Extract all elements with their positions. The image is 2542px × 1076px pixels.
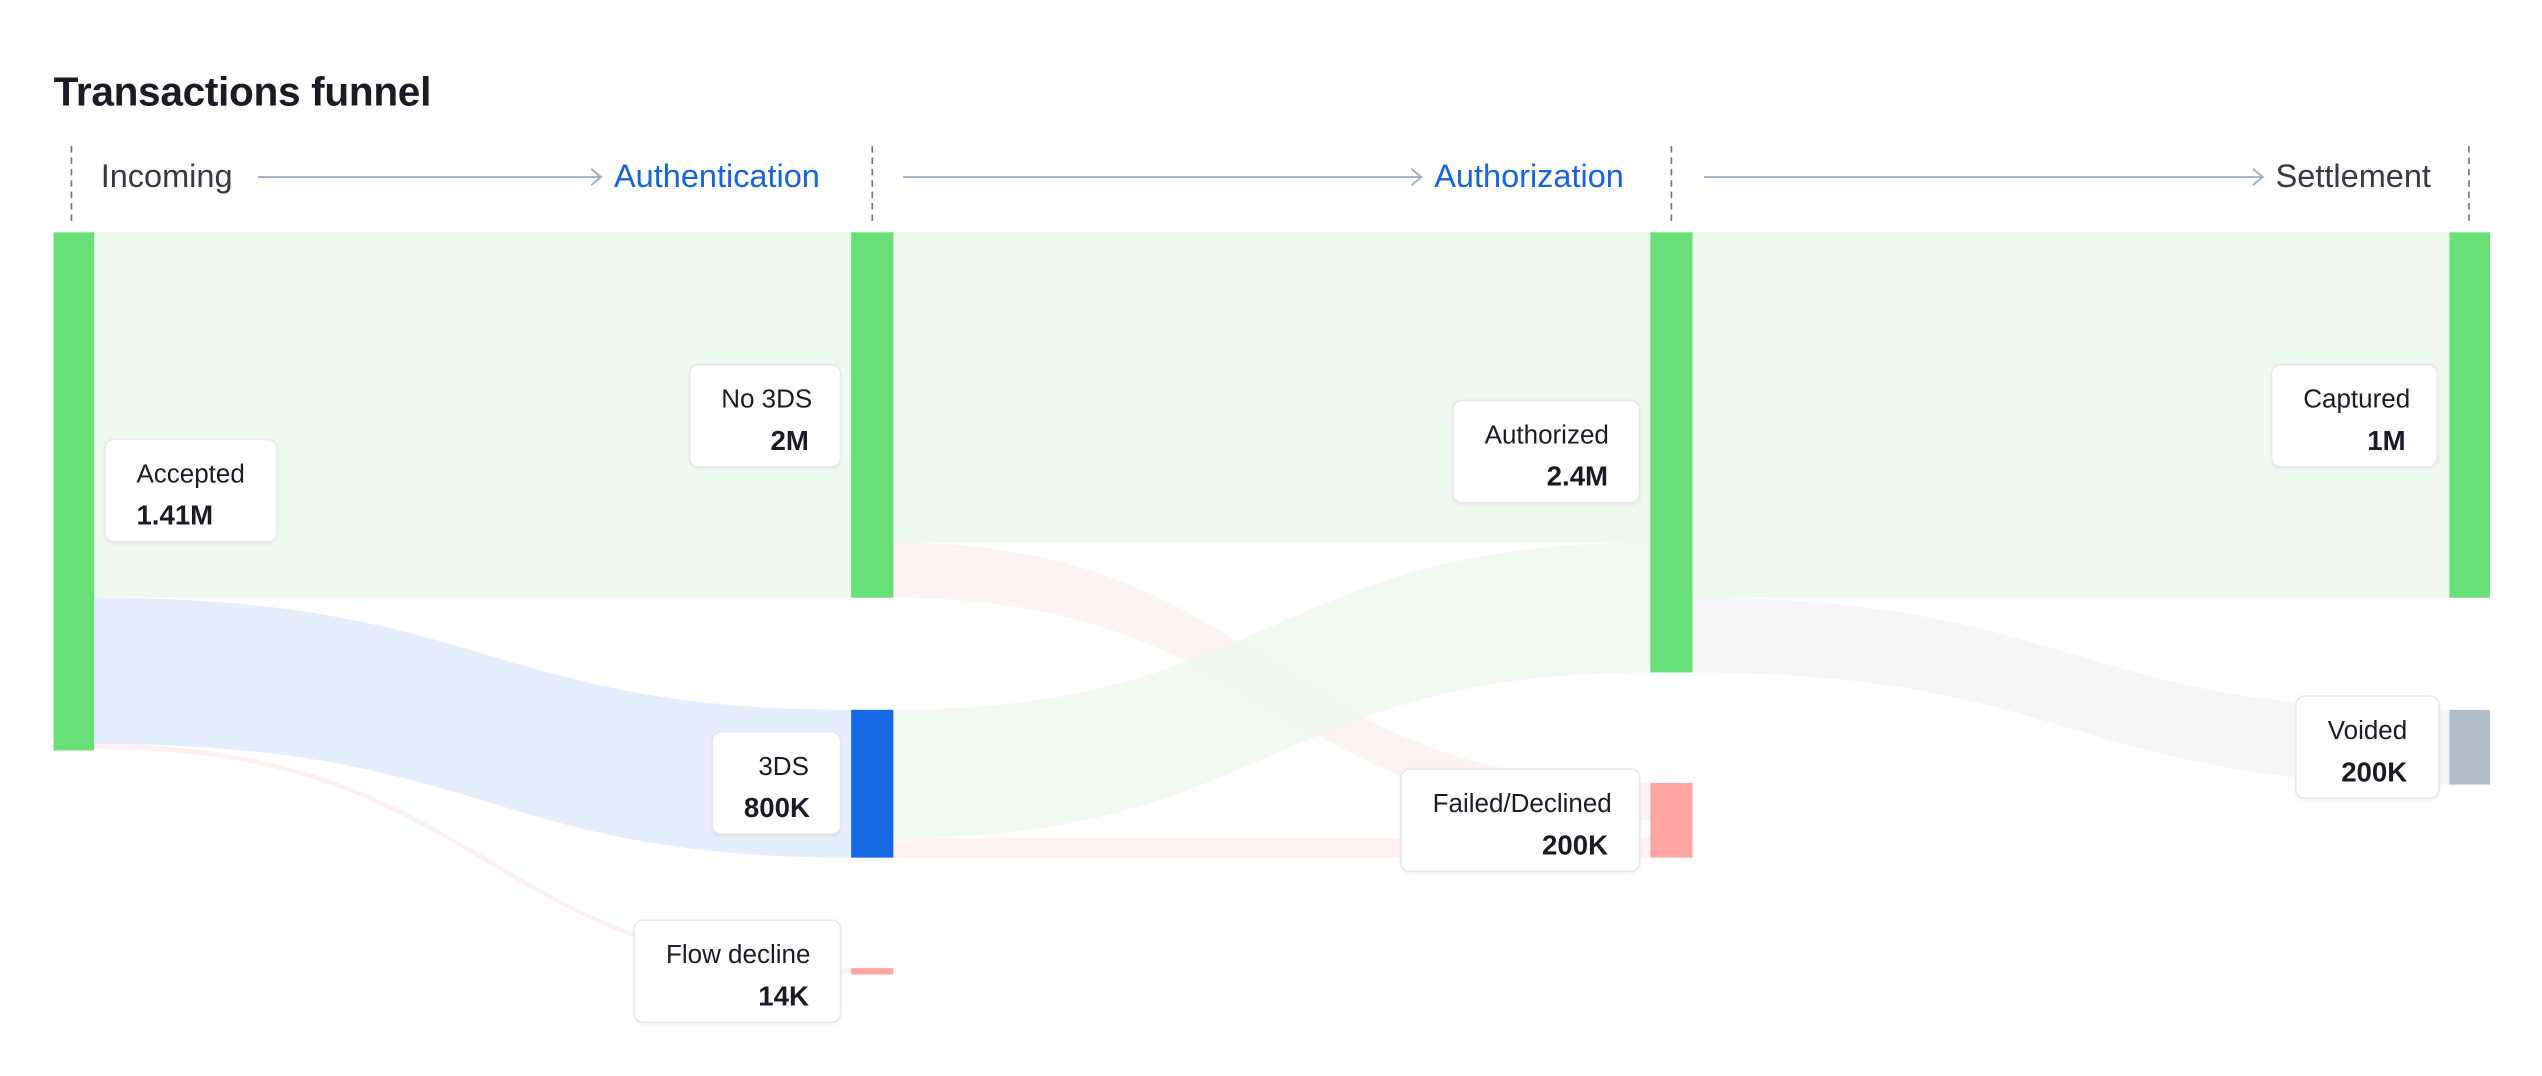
label-flow-decline-value: 14K [758, 981, 809, 1012]
flow-accepted-to-3ds [94, 597, 852, 858]
flow-accepted-to-no-3ds [94, 232, 852, 598]
node-flow-decline[interactable] [851, 968, 894, 975]
funnel-nodes [53, 232, 2491, 975]
label-3ds-name: 3DS [758, 753, 809, 782]
label-accepted: Accepted 1.41M [103, 438, 278, 543]
stage-dividers [70, 146, 2470, 226]
stage-link-authorization[interactable]: Authorization [1434, 159, 1624, 195]
node-voided[interactable] [2449, 709, 2491, 785]
label-accepted-name: Accepted [136, 461, 245, 489]
label-flow-decline-name: Flow decline [665, 942, 811, 970]
label-authorized-name: Authorized [1484, 422, 1609, 450]
stage-arrows [258, 168, 2265, 186]
label-failed-declined-name: Failed/Declined [1432, 791, 1612, 819]
label-3ds-value: 800K [743, 792, 810, 824]
label-3ds: 3DS 800K [711, 730, 842, 835]
label-captured-name: Captured [2303, 386, 2411, 415]
label-authorized: Authorized 2.4M [1452, 399, 1641, 504]
label-voided-name: Voided [2327, 717, 2408, 746]
arrow-right-icon [903, 168, 1423, 186]
flow-authorized-to-voided [1692, 597, 2450, 785]
label-no-3ds-name: No 3DS [721, 386, 813, 415]
flow-authorized-to-captured [1692, 232, 2450, 598]
node-captured[interactable] [2449, 232, 2491, 598]
funnel-flows [94, 232, 2450, 973]
node-3ds[interactable] [851, 709, 894, 858]
node-incoming-accepted[interactable] [53, 232, 95, 751]
label-failed-declined-value: 200K [1542, 830, 1609, 861]
stage-label-settlement: Settlement [2275, 159, 2431, 195]
label-flow-decline: Flow decline 14K [633, 919, 842, 1024]
label-no-3ds: No 3DS 2M [688, 363, 842, 468]
page-title: Transactions funnel [53, 69, 432, 116]
node-no-3ds[interactable] [851, 232, 894, 598]
label-failed-declined: Failed/Declined 200K [1400, 768, 1641, 873]
label-captured-value: 1M [2367, 425, 2406, 457]
label-voided: Voided 200K [2295, 695, 2440, 800]
label-voided-value: 200K [2341, 756, 2408, 788]
label-no-3ds-value: 2M [770, 425, 809, 457]
arrow-right-icon [1703, 168, 2265, 186]
arrow-right-icon [258, 168, 603, 186]
label-authorized-value: 2.4M [1546, 461, 1609, 493]
label-captured: Captured 1M [2270, 363, 2439, 468]
stage-label-incoming: Incoming [100, 159, 233, 195]
flow-3ds-to-authorized [893, 542, 1651, 839]
stage-link-authentication[interactable]: Authentication [613, 159, 820, 195]
node-authorized[interactable] [1650, 232, 1693, 673]
node-failed-declined[interactable] [1650, 782, 1693, 858]
label-accepted-value: 1.41M [136, 500, 214, 532]
